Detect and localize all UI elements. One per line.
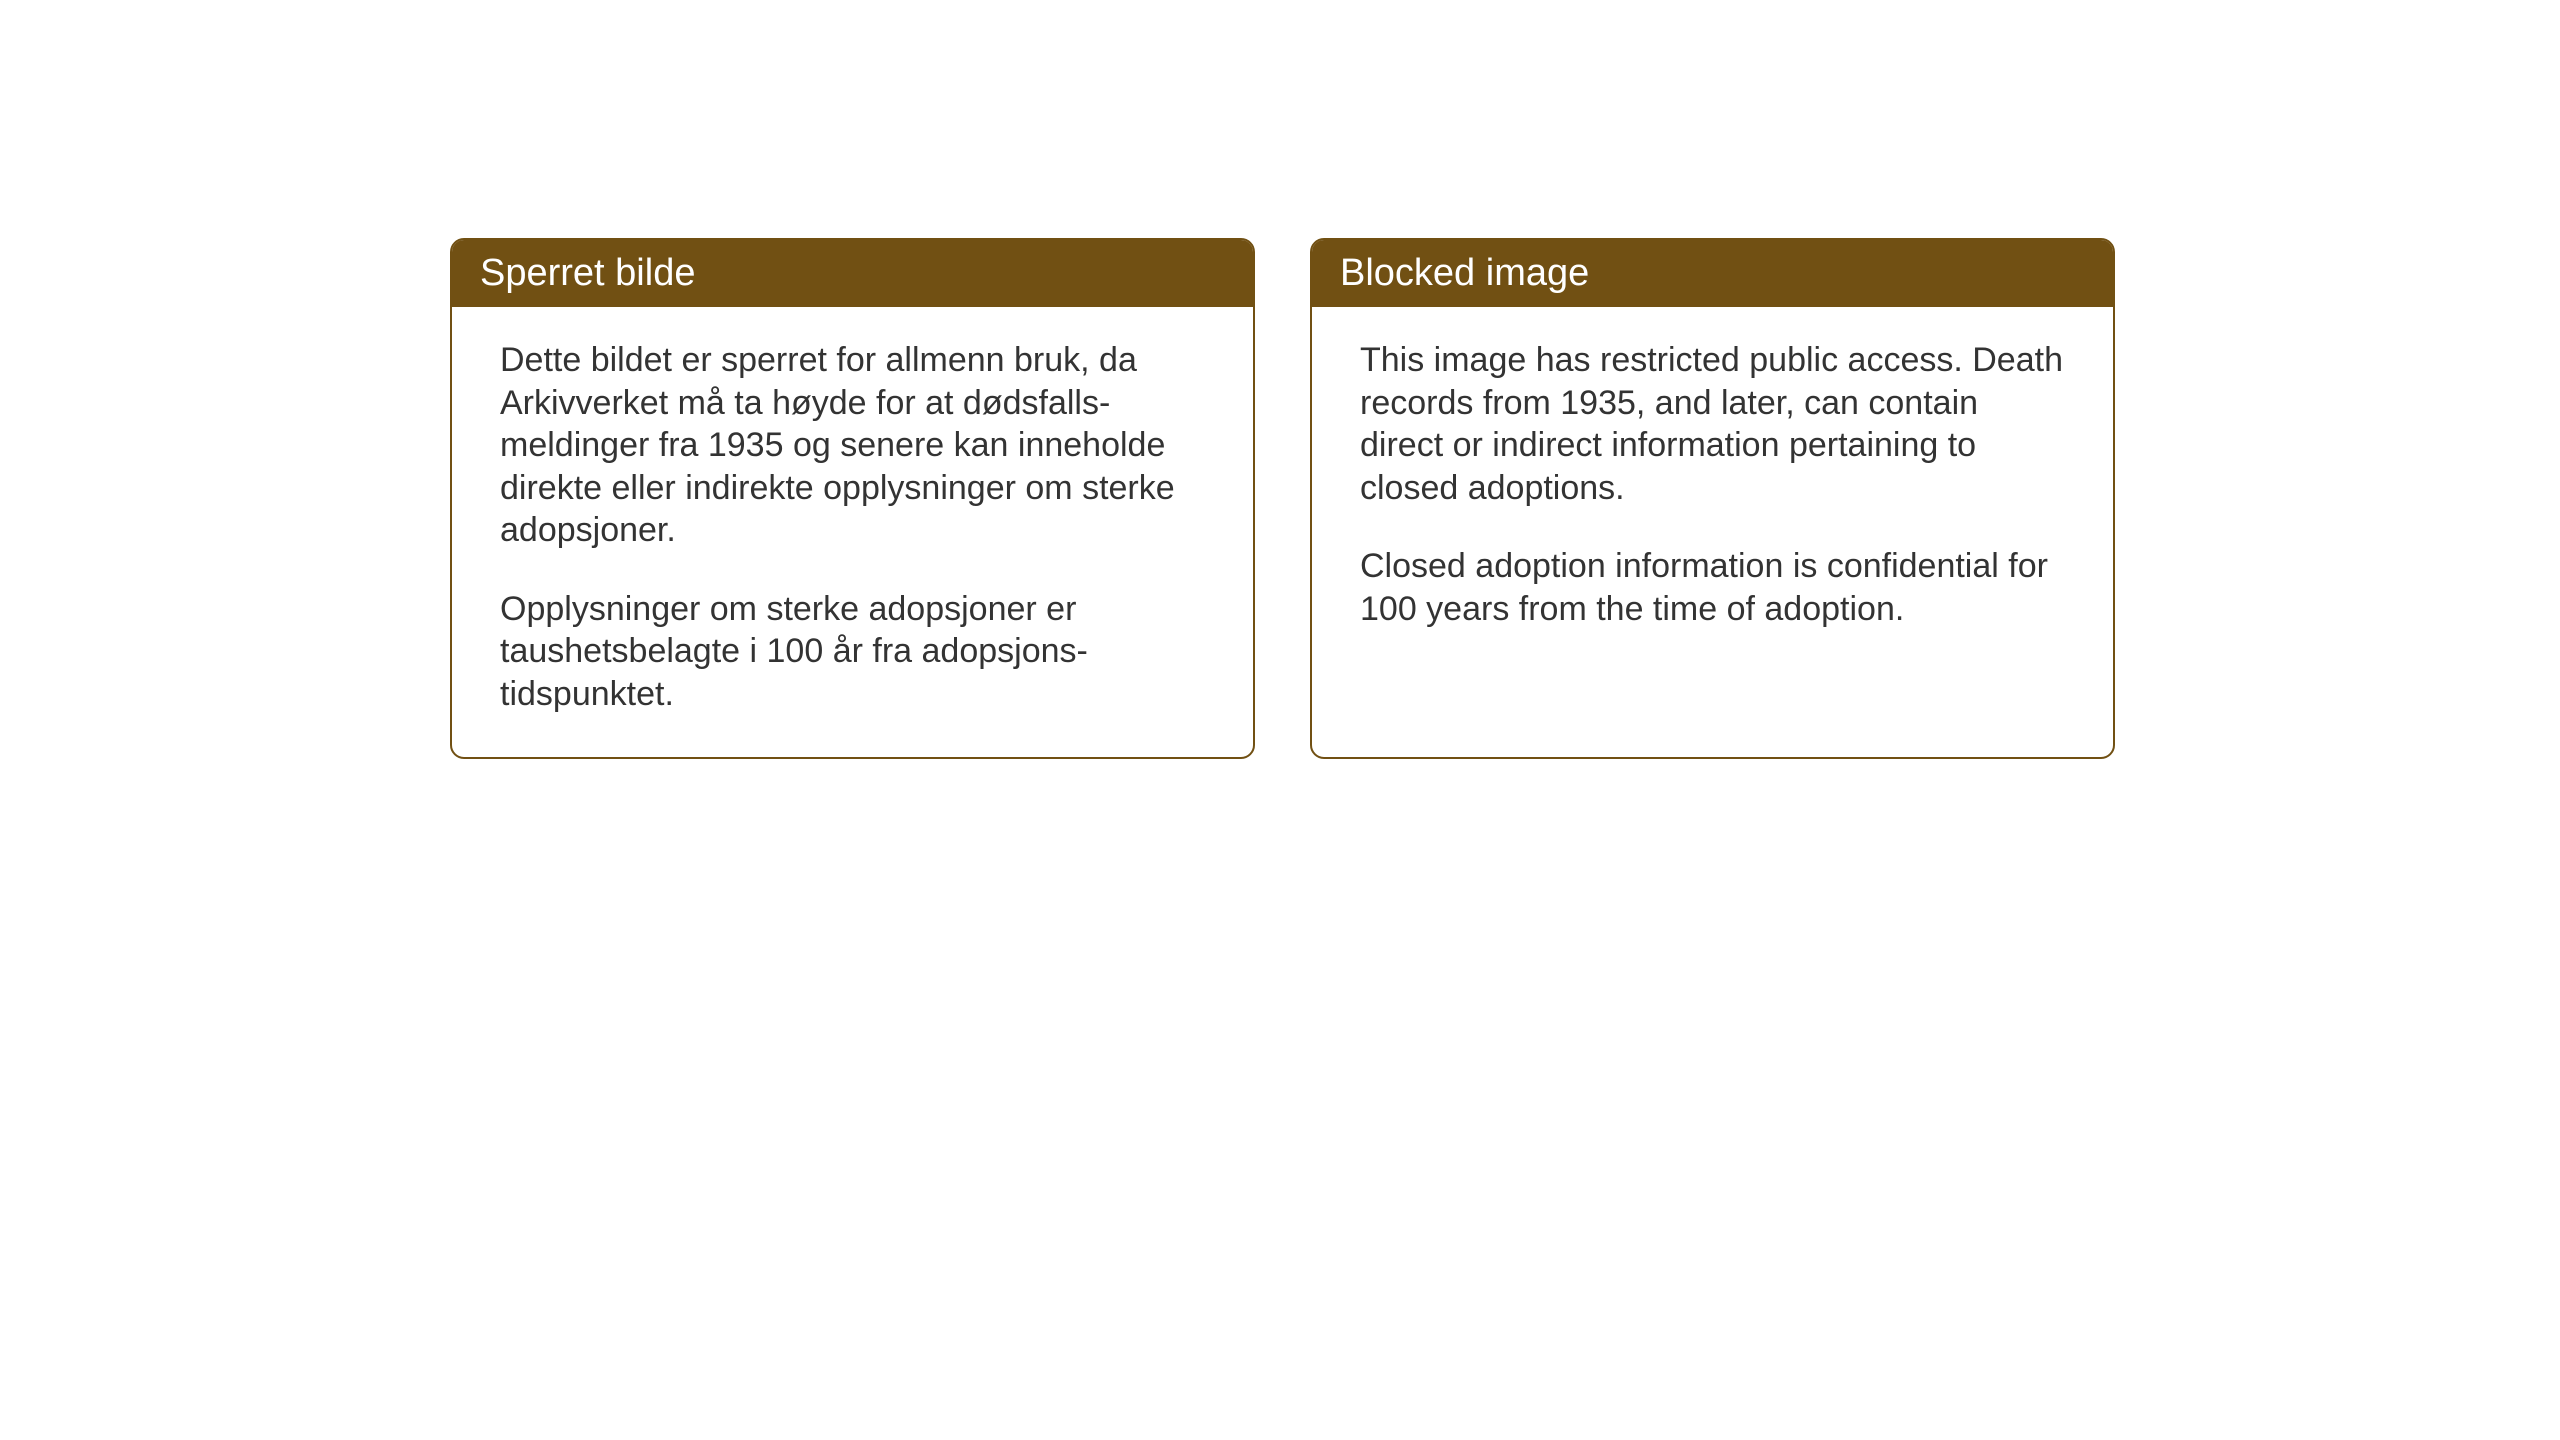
card-header-english: Blocked image: [1312, 240, 2113, 307]
card-english: Blocked image This image has restricted …: [1310, 238, 2115, 759]
card-body-norwegian: Dette bildet er sperret for allmenn bruk…: [452, 307, 1253, 757]
cards-container: Sperret bilde Dette bildet er sperret fo…: [450, 238, 2115, 759]
card-para2-english: Closed adoption information is confident…: [1360, 545, 2065, 630]
card-title-english: Blocked image: [1340, 252, 1589, 294]
card-para1-norwegian: Dette bildet er sperret for allmenn bruk…: [500, 339, 1205, 552]
card-title-norwegian: Sperret bilde: [480, 252, 695, 294]
card-header-norwegian: Sperret bilde: [452, 240, 1253, 307]
card-para1-english: This image has restricted public access.…: [1360, 339, 2065, 509]
card-para2-norwegian: Opplysninger om sterke adopsjoner er tau…: [500, 588, 1205, 716]
card-norwegian: Sperret bilde Dette bildet er sperret fo…: [450, 238, 1255, 759]
card-body-english: This image has restricted public access.…: [1312, 307, 2113, 672]
